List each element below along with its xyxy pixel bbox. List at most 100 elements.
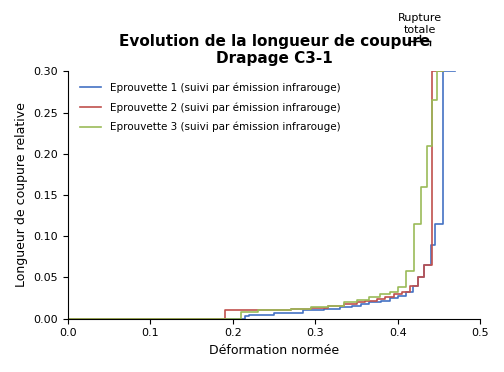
Eprouvette 1 (suivi par émission infrarouge) [337,305,343,310]
Line: Eprouvette 2 (suivi par émission infrarouge): Eprouvette 2 (suivi par émission infraro… [68,71,443,319]
Line: Eprouvette 1 (suivi par émission infrarouge): Eprouvette 1 (suivi par émission infraro… [68,71,456,319]
Eprouvette 3 (suivi par émission infrarouge) [395,289,401,294]
Eprouvette 2 (suivi par émission infrarouge) [308,307,314,311]
Eprouvette 1 (suivi par émission infrarouge) [440,222,446,226]
Eprouvette 3 (suivi par émission infrarouge) [238,310,244,314]
Eprouvette 2 (suivi par émission infrarouge) [222,317,228,321]
Eprouvette 1 (suivi par émission infrarouge) [415,283,421,288]
Eprouvette 1 (suivi par émission infrarouge) [428,263,434,267]
Eprouvette 3 (suivi par émission infrarouge) [65,317,71,321]
Eprouvette 3 (suivi par émission infrarouge) [387,289,393,294]
Eprouvette 1 (suivi par émission infrarouge) [378,300,384,304]
Eprouvette 1 (suivi par émission infrarouge) [246,312,253,317]
Eprouvette 1 (suivi par émission infrarouge) [300,311,306,315]
Eprouvette 2 (suivi par émission infrarouge) [374,297,380,301]
Eprouvette 2 (suivi par émission infrarouge) [415,275,421,280]
Eprouvette 3 (suivi par émission infrarouge) [403,269,409,273]
Eprouvette 2 (suivi par émission infrarouge) [362,298,368,303]
Eprouvette 2 (suivi par émission infrarouge) [353,302,359,306]
Eprouvette 3 (suivi par émission infrarouge) [376,292,383,296]
Eprouvette 1 (suivi par émission infrarouge) [453,69,459,74]
Eprouvette 1 (suivi par émission infrarouge) [428,242,434,247]
Eprouvette 3 (suivi par émission infrarouge) [418,222,424,226]
Eprouvette 1 (suivi par émission infrarouge) [378,298,384,303]
Eprouvette 3 (suivi par émission infrarouge) [341,303,347,308]
Eprouvette 1 (suivi par émission infrarouge) [395,294,401,298]
Eprouvette 2 (suivi par émission infrarouge) [308,306,314,310]
Eprouvette 3 (suivi par émission infrarouge) [308,307,314,311]
Eprouvette 3 (suivi par émission infrarouge) [376,295,383,299]
Eprouvette 3 (suivi par émission infrarouge) [353,298,359,302]
Eprouvette 2 (suivi par émission infrarouge) [429,263,435,267]
Eprouvette 1 (suivi par émission infrarouge) [410,283,416,288]
Eprouvette 3 (suivi par émission infrarouge) [238,317,244,321]
Eprouvette 3 (suivi par émission infrarouge) [411,269,417,273]
Eprouvette 2 (suivi par émission infrarouge) [383,297,389,301]
Eprouvette 1 (suivi par émission infrarouge) [387,296,393,300]
Eprouvette 1 (suivi par émission infrarouge) [300,308,306,313]
Eprouvette 1 (suivi par émission infrarouge) [432,242,438,247]
Eprouvette 3 (suivi par émission infrarouge) [288,307,294,311]
Eprouvette 3 (suivi par émission infrarouge) [418,185,424,189]
Line: Eprouvette 3 (suivi par émission infrarouge): Eprouvette 3 (suivi par émission infraro… [68,71,443,319]
Eprouvette 1 (suivi par émission infrarouge) [65,317,71,321]
Eprouvette 2 (suivi par émission infrarouge) [399,292,405,296]
Title: Evolution de la longueur de coupure
Drapage C3-1: Evolution de la longueur de coupure Drap… [118,33,430,66]
Eprouvette 1 (suivi par émission infrarouge) [421,263,427,267]
Eprouvette 3 (suivi par émission infrarouge) [434,69,440,74]
X-axis label: Déformation normée: Déformation normée [209,344,339,357]
Eprouvette 2 (suivi par émission infrarouge) [421,275,427,280]
Eprouvette 1 (suivi par émission infrarouge) [358,303,364,308]
Eprouvette 3 (suivi par émission infrarouge) [325,303,331,308]
Eprouvette 3 (suivi par émission infrarouge) [429,98,435,102]
Eprouvette 3 (suivi par émission infrarouge) [423,185,429,189]
Eprouvette 1 (suivi par émission infrarouge) [337,307,343,311]
Eprouvette 1 (suivi par émission infrarouge) [410,290,416,295]
Eprouvette 1 (suivi par émission infrarouge) [387,298,393,303]
Eprouvette 2 (suivi par émission infrarouge) [325,306,331,310]
Eprouvette 1 (suivi par émission infrarouge) [366,300,372,304]
Text: Rupture
totale: Rupture totale [398,13,442,35]
Eprouvette 3 (suivi par émission infrarouge) [434,98,440,102]
Eprouvette 1 (suivi par émission infrarouge) [421,275,427,280]
Eprouvette 1 (suivi par émission infrarouge) [271,312,277,317]
Eprouvette 1 (suivi par émission infrarouge) [403,294,409,298]
Eprouvette 1 (suivi par émission infrarouge) [432,222,438,226]
Eprouvette 2 (suivi par émission infrarouge) [391,292,397,296]
Eprouvette 2 (suivi par émission infrarouge) [399,289,405,294]
Eprouvette 1 (suivi par émission infrarouge) [321,308,327,313]
Eprouvette 2 (suivi par émission infrarouge) [440,69,446,74]
Eprouvette 3 (suivi par émission infrarouge) [255,308,261,313]
Eprouvette 2 (suivi par émission infrarouge) [407,283,413,288]
Eprouvette 1 (suivi par émission infrarouge) [321,307,327,311]
Eprouvette 2 (suivi par émission infrarouge) [65,317,71,321]
Eprouvette 2 (suivi par émission infrarouge) [415,283,421,288]
Eprouvette 3 (suivi par émission infrarouge) [366,298,372,302]
Eprouvette 1 (suivi par émission infrarouge) [403,290,409,295]
Eprouvette 2 (suivi par émission infrarouge) [353,300,359,304]
Eprouvette 1 (suivi par émission infrarouge) [415,275,421,280]
Eprouvette 1 (suivi par émission infrarouge) [246,314,253,318]
Eprouvette 3 (suivi par émission infrarouge) [423,143,429,148]
Eprouvette 2 (suivi par émission infrarouge) [242,307,248,312]
Eprouvette 3 (suivi par émission infrarouge) [440,69,446,74]
Eprouvette 3 (suivi par émission infrarouge) [308,305,314,310]
Eprouvette 2 (suivi par émission infrarouge) [341,302,347,306]
Eprouvette 2 (suivi par émission infrarouge) [242,308,248,313]
Eprouvette 1 (suivi par émission infrarouge) [349,303,355,308]
Eprouvette 2 (suivi par émission infrarouge) [288,307,294,312]
Eprouvette 2 (suivi par émission infrarouge) [374,298,380,303]
Eprouvette 3 (suivi par émission infrarouge) [395,285,401,290]
Eprouvette 1 (suivi par émission infrarouge) [366,302,372,306]
Eprouvette 2 (suivi par émission infrarouge) [362,300,368,304]
Eprouvette 2 (suivi par émission infrarouge) [421,263,427,267]
Legend: Eprouvette 1 (suivi par émission infrarouge), Eprouvette 2 (suivi par émission i: Eprouvette 1 (suivi par émission infraro… [77,79,343,135]
Y-axis label: Longueur de coupure relative: Longueur de coupure relative [15,103,28,288]
Eprouvette 3 (suivi par émission infrarouge) [353,300,359,304]
Eprouvette 2 (suivi par émission infrarouge) [222,308,228,313]
Eprouvette 3 (suivi par émission infrarouge) [429,143,435,148]
Eprouvette 1 (suivi par émission infrarouge) [242,314,248,318]
Eprouvette 1 (suivi par émission infrarouge) [271,311,277,315]
Eprouvette 3 (suivi par émission infrarouge) [403,285,409,290]
Eprouvette 3 (suivi par émission infrarouge) [325,305,331,310]
